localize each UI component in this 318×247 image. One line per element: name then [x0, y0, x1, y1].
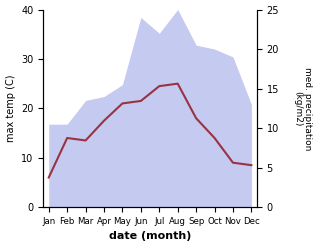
Y-axis label: med. precipitation
(kg/m2): med. precipitation (kg/m2): [293, 67, 313, 150]
X-axis label: date (month): date (month): [109, 231, 191, 242]
Y-axis label: max temp (C): max temp (C): [5, 75, 16, 142]
